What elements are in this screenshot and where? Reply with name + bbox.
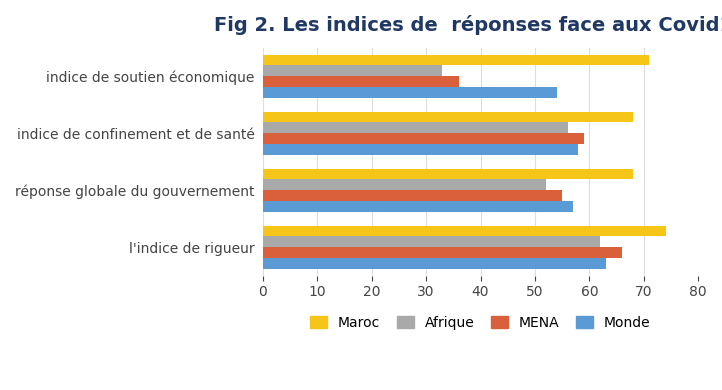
Bar	[263, 190, 562, 201]
Legend: Maroc, Afrique, MENA, Monde: Maroc, Afrique, MENA, Monde	[305, 310, 656, 335]
Title: Fig 2. Les indices de  réponses face aux Covid19: Fig 2. Les indices de réponses face aux …	[214, 15, 722, 35]
Bar	[263, 133, 584, 144]
Bar	[263, 112, 633, 122]
Bar	[263, 122, 567, 133]
Bar	[263, 236, 600, 247]
Bar	[263, 201, 573, 212]
Bar	[263, 225, 666, 236]
Bar	[263, 76, 458, 87]
Bar	[263, 258, 606, 269]
Bar	[263, 55, 649, 66]
Bar	[263, 144, 578, 155]
Bar	[263, 168, 633, 179]
Bar	[263, 66, 443, 76]
Bar	[263, 247, 622, 258]
Bar	[263, 179, 546, 190]
Bar	[263, 87, 557, 98]
